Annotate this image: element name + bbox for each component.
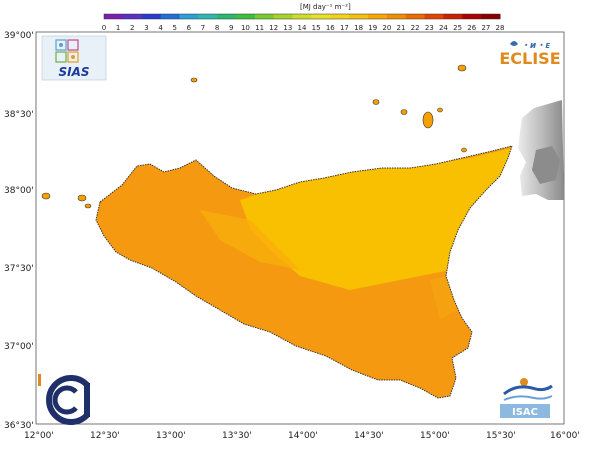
colorbar-tick-label: 0 xyxy=(102,24,106,32)
eclise-logo: ꞏ ᴎ ꞏ ᴇ ECLISE xyxy=(499,41,561,68)
colorbar-tick-label: 16 xyxy=(326,24,335,32)
lon-label: 12°30' xyxy=(90,431,120,441)
colorbar-swatch xyxy=(481,14,501,19)
sias-logo-text: SIAS xyxy=(58,65,89,79)
colorbar-swatch xyxy=(443,14,463,19)
colorbar-swatch xyxy=(386,14,407,19)
colorbar-swatch xyxy=(141,14,162,19)
colorbar-frame xyxy=(103,13,501,20)
colorbar-tick-label: 2 xyxy=(130,24,134,32)
colorbar-swatch xyxy=(217,14,237,19)
colorbar-swatch xyxy=(405,14,426,19)
colorbar-tick-label: 21 xyxy=(397,24,406,32)
colorbar: [MJ day⁻¹ m⁻²] 0 1 2 3 4 5 6 7 8 9 10 11 12 13 14 15 16 1… xyxy=(102,3,505,32)
lat-label: 37°00' xyxy=(4,342,34,352)
isac-logo: ISAC xyxy=(500,378,553,418)
colorbar-swatch xyxy=(462,14,482,19)
lon-axis: 12°00' 12°30' 13°00' 13°30' 14°00' 14°30… xyxy=(24,431,580,441)
colorbar-swatch xyxy=(198,14,218,19)
lon-label: 13°00' xyxy=(156,431,186,441)
colorbar-swatch xyxy=(368,14,388,19)
colorbar-title: [MJ day⁻¹ m⁻²] xyxy=(300,3,351,11)
colorbar-tick-label: 10 xyxy=(241,24,250,32)
colorbar-tick-label: 13 xyxy=(283,24,292,32)
lat-label: 37°30' xyxy=(4,264,34,274)
colorbar-tick-label: 15 xyxy=(312,24,321,32)
colorbar-tick-label: 12 xyxy=(269,24,278,32)
lon-label: 14°30' xyxy=(354,431,384,441)
ustica-island xyxy=(190,77,198,83)
colorbar-swatch xyxy=(273,14,294,19)
colorbar-swatch xyxy=(349,14,369,19)
colorbar-tick-label: 3 xyxy=(144,24,148,32)
sias-logo: SIAS xyxy=(41,35,107,81)
colorbar-tick-label: 14 xyxy=(298,24,307,32)
lon-label: 14°00' xyxy=(288,431,318,441)
colorbar-swatch xyxy=(160,14,180,19)
isac-logo-text: ISAC xyxy=(512,407,538,418)
colorbar-swatch xyxy=(292,14,312,19)
colorbar-tick-label: 17 xyxy=(340,24,349,32)
lat-label: 38°30' xyxy=(4,110,34,120)
colorbar-tick-label: 1 xyxy=(116,24,120,32)
colorbar-swatch xyxy=(330,14,350,19)
lon-label: 12°00' xyxy=(24,431,54,441)
colorbar-ticks: 0 1 2 3 4 5 6 7 8 9 10 11 12 13 14 15 16 17 18 19 20 21 22 23 24… xyxy=(102,24,505,32)
colorbar-tick-label: 28 xyxy=(496,24,505,32)
colorbar-swatch xyxy=(236,14,256,19)
colorbar-tick-label: 24 xyxy=(439,24,448,32)
colorbar-tick-label: 25 xyxy=(453,24,462,32)
eclise-logo-text: ECLISE xyxy=(499,49,560,68)
calabria-relief xyxy=(518,100,564,200)
colorbar-tick-label: 18 xyxy=(354,24,363,32)
colorbar-tick-label: 22 xyxy=(411,24,420,32)
colorbar-tick-label: 19 xyxy=(368,24,377,32)
colorbar-tick-label: 8 xyxy=(215,24,219,32)
colorbar-tick-label: 11 xyxy=(255,24,264,32)
colorbar-tick-label: 23 xyxy=(425,24,434,32)
lon-label: 13°30' xyxy=(222,431,252,441)
colorbar-tick-label: 9 xyxy=(229,24,233,32)
lat-label: 36°30' xyxy=(4,421,34,431)
colorbar-tick-label: 4 xyxy=(158,24,163,32)
lat-label: 39°00' xyxy=(4,31,34,41)
colorbar-tick-label: 20 xyxy=(382,24,391,32)
colorbar-tick-label: 6 xyxy=(187,24,192,32)
colorbar-swatch xyxy=(179,14,199,19)
colorbar-tick-label: 5 xyxy=(172,24,176,32)
lon-label: 15°30' xyxy=(486,431,516,441)
egadi-islands xyxy=(41,192,92,209)
cnr-logo xyxy=(38,374,91,425)
colorbar-tick-label: 26 xyxy=(467,24,476,32)
colorbar-swatch xyxy=(424,14,444,19)
lat-label: 38°00' xyxy=(4,186,34,196)
colorbar-tick-label: 27 xyxy=(481,24,490,32)
colorbar-swatches xyxy=(103,13,501,20)
colorbar-swatch xyxy=(254,14,275,19)
aeolian-islands xyxy=(372,64,467,153)
colorbar-tick-label: 7 xyxy=(201,24,205,32)
lat-axis: 39°00' 38°30' 38°00' 37°30' 37°00' 36°30… xyxy=(4,31,34,431)
colorbar-swatch xyxy=(122,14,143,19)
colorbar-swatch xyxy=(311,14,331,19)
colorbar-swatch xyxy=(104,14,124,19)
lon-label: 16°00' xyxy=(550,431,580,441)
svg-text:ꞏ ᴎ ꞏ ᴇ: ꞏ ᴎ ꞏ ᴇ xyxy=(524,41,550,51)
lon-label: 15°00' xyxy=(420,431,450,441)
